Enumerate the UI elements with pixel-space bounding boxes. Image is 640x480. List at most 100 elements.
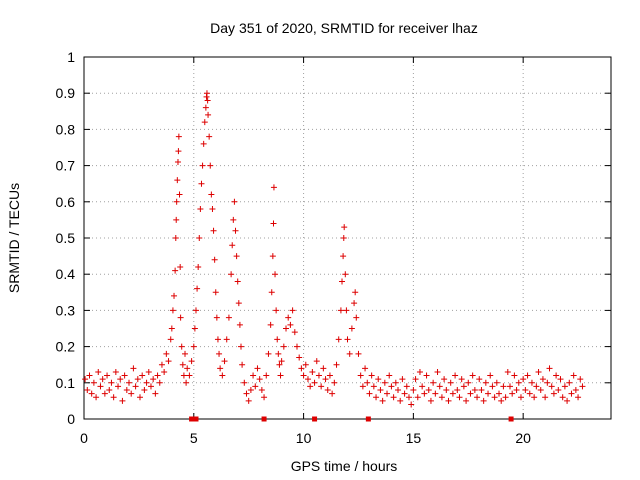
data-point <box>381 379 388 386</box>
data-point <box>180 372 187 379</box>
data-point <box>326 372 333 379</box>
data-point <box>175 148 182 155</box>
data-point <box>425 387 432 394</box>
data-point <box>535 368 542 375</box>
data-point <box>302 361 309 368</box>
data-point <box>343 307 350 314</box>
data-point <box>296 354 303 361</box>
data-point <box>579 383 586 390</box>
data-point <box>268 289 275 296</box>
data-point <box>566 379 573 386</box>
data-point <box>487 372 494 379</box>
y-tick-label: 0.5 <box>56 230 76 246</box>
y-tick-label: 1 <box>67 49 75 65</box>
data-point <box>564 397 571 404</box>
x-axis-label: GPS time / hours <box>291 458 398 474</box>
data-point <box>346 350 353 357</box>
data-point <box>254 365 261 372</box>
data-point <box>245 397 252 404</box>
data-point <box>522 387 529 394</box>
data-point <box>252 383 259 390</box>
y-axis-ticks: 0 0.1 0.2 0.3 0.4 0.5 0.6 0.7 0.8 0.9 1 <box>56 49 611 427</box>
data-point <box>234 278 241 285</box>
data-point <box>106 387 113 394</box>
data-point <box>434 368 441 375</box>
data-point <box>161 368 168 375</box>
baseline-flag <box>312 416 318 422</box>
data-point <box>219 372 226 379</box>
data-point <box>370 383 377 390</box>
data-point <box>150 376 157 383</box>
data-point <box>228 271 235 278</box>
data-point <box>233 253 240 260</box>
data-point <box>511 372 518 379</box>
data-point <box>210 227 217 234</box>
data-point <box>173 216 180 223</box>
data-point <box>498 397 505 404</box>
data-point <box>223 336 230 343</box>
data-point <box>432 390 439 397</box>
baseline-flags <box>189 416 514 422</box>
data-point <box>443 387 450 394</box>
data-point <box>117 376 124 383</box>
data-point <box>86 372 93 379</box>
data-point <box>186 372 193 379</box>
data-point <box>216 350 223 357</box>
data-point <box>139 372 146 379</box>
data-point <box>293 343 300 350</box>
data-point <box>465 379 472 386</box>
data-point <box>467 390 474 397</box>
data-point <box>99 376 106 383</box>
data-point <box>447 379 454 386</box>
data-point <box>342 271 349 278</box>
data-point <box>504 368 511 375</box>
data-point <box>559 394 566 401</box>
data-point <box>493 379 500 386</box>
data-point <box>339 278 346 285</box>
data-point <box>491 394 498 401</box>
data-point <box>82 376 89 383</box>
data-point <box>247 387 254 394</box>
data-point <box>97 383 104 390</box>
data-point <box>322 376 329 383</box>
data-point <box>175 133 182 140</box>
y-tick-label: 0.4 <box>56 266 76 282</box>
data-point <box>132 383 139 390</box>
data-point <box>408 401 415 408</box>
data-point <box>390 394 397 401</box>
data-point <box>548 383 555 390</box>
baseline-flag <box>508 416 514 422</box>
data-point <box>173 198 180 205</box>
data-point <box>555 387 562 394</box>
data-point <box>375 376 382 383</box>
data-point <box>454 387 461 394</box>
data-point <box>386 372 393 379</box>
data-point <box>460 383 467 390</box>
data-point <box>123 387 130 394</box>
data-point <box>423 372 430 379</box>
data-point <box>241 379 248 386</box>
data-point <box>205 111 212 118</box>
data-point <box>318 383 325 390</box>
data-point <box>236 321 243 328</box>
data-point <box>368 372 375 379</box>
baseline-flag <box>261 416 267 422</box>
data-point <box>88 390 95 397</box>
data-point <box>119 397 126 404</box>
data-point <box>289 307 296 314</box>
baseline-flag <box>189 416 195 422</box>
data-point <box>168 325 175 332</box>
data-point <box>329 390 336 397</box>
data-point <box>506 383 513 390</box>
data-point <box>95 368 102 375</box>
data-point <box>90 379 97 386</box>
data-point <box>403 383 410 390</box>
data-point <box>239 361 246 368</box>
data-point <box>280 343 287 350</box>
data-point <box>474 394 481 401</box>
data-point <box>405 394 412 401</box>
data-point <box>537 387 544 394</box>
data-point <box>496 390 503 397</box>
data-point <box>458 376 465 383</box>
data-point <box>182 350 189 357</box>
